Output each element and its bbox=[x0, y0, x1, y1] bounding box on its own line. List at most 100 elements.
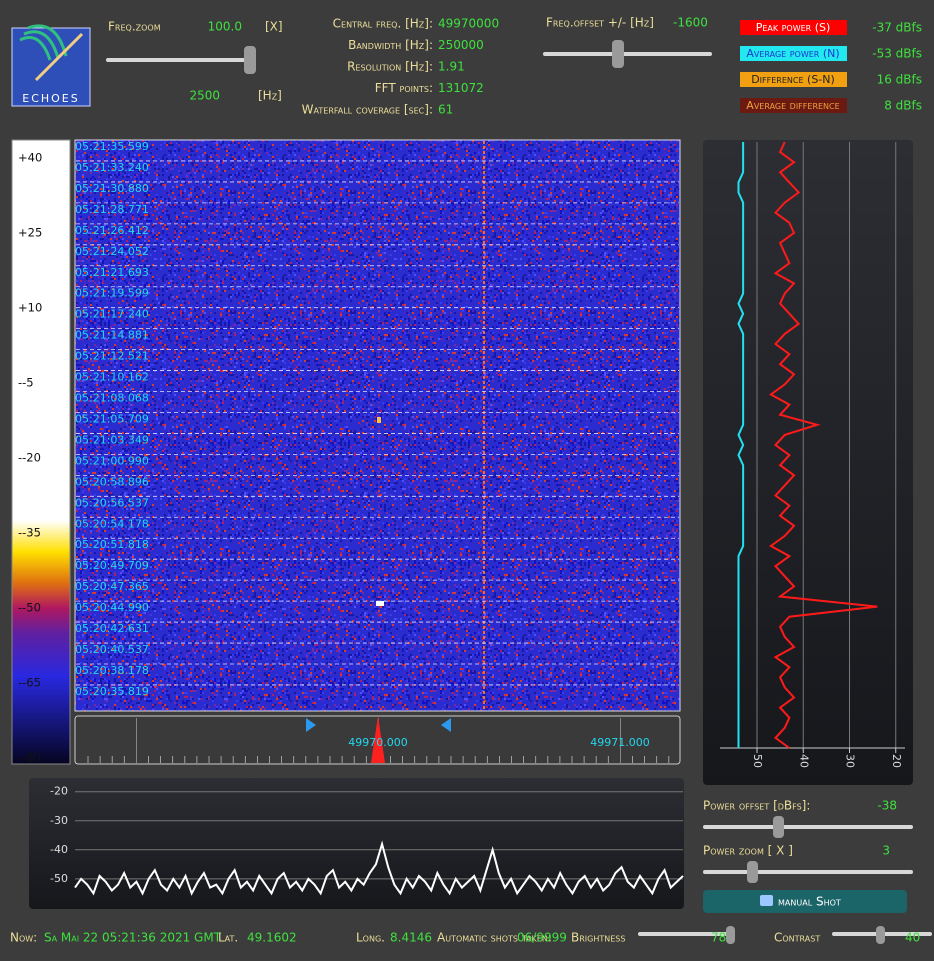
power-panel bbox=[703, 140, 913, 785]
timestamp: 05:21:10.162 bbox=[75, 371, 149, 384]
timestamp: 05:21:17.240 bbox=[75, 308, 149, 321]
now-label: Now: bbox=[10, 931, 37, 945]
timestamp: 05:20:56.537 bbox=[75, 496, 149, 509]
info-value: 131072 bbox=[438, 81, 484, 95]
timestamp: 05:21:28.771 bbox=[75, 203, 149, 216]
logo-text: ECHOES bbox=[22, 92, 80, 105]
timestamp: 05:21:08.068 bbox=[75, 392, 149, 405]
offset-value: -1600 bbox=[673, 16, 708, 30]
slider-track bbox=[543, 52, 712, 56]
data-line bbox=[74, 840, 684, 896]
legend: Peak power (S) -37 dBfs Average power (N) -… bbox=[740, 20, 922, 113]
slider-track bbox=[638, 932, 735, 936]
legend-label: Difference (S-N) bbox=[751, 73, 835, 86]
ruler-label: 49971.000 bbox=[590, 736, 650, 749]
scale-label: +25 bbox=[18, 226, 42, 240]
legend-label: Average difference bbox=[746, 99, 839, 112]
center-marker bbox=[371, 716, 385, 763]
data-line bbox=[737, 142, 745, 748]
slider-thumb[interactable] bbox=[747, 861, 758, 883]
color-scale-labels: +40 +25 +10 --5 --20 --35 --50 --65 --80 bbox=[18, 151, 42, 765]
legend-swatch bbox=[740, 98, 847, 113]
freq-zoom-unit: [X] bbox=[265, 20, 283, 34]
timestamp: 05:20:58.896 bbox=[75, 475, 149, 488]
timestamp: 05:21:30.880 bbox=[75, 182, 149, 195]
timestamp: 05:21:05.709 bbox=[75, 412, 149, 425]
legend-value: 16 dBfs bbox=[877, 73, 922, 87]
data-line bbox=[769, 141, 878, 749]
slider-track bbox=[703, 870, 913, 874]
slider-thumb[interactable] bbox=[876, 926, 885, 944]
y-tick-label: -40 bbox=[50, 843, 68, 856]
info-label: FFT points: bbox=[375, 81, 433, 95]
timestamp: 05:21:12.521 bbox=[75, 350, 149, 363]
waterfall bbox=[74, 139, 681, 712]
contrast-label: Contrast bbox=[774, 931, 820, 945]
info-value: 1.91 bbox=[438, 60, 465, 74]
logo-meteor bbox=[34, 32, 84, 82]
timestamp: 05:20:49.709 bbox=[75, 559, 149, 572]
legend-value: 8 dBfs bbox=[884, 99, 922, 113]
spectrum-chart: -20 -30 -40 -50 bbox=[50, 785, 684, 896]
legend-swatch bbox=[740, 20, 847, 35]
info-value: 61 bbox=[438, 103, 453, 117]
offset-label: Freq.offset +/- [Hz] bbox=[546, 16, 654, 30]
timestamp: 05:20:47.365 bbox=[75, 580, 149, 593]
span-value: 2500 bbox=[189, 89, 220, 103]
timestamp: 05:21:24.052 bbox=[75, 245, 149, 258]
timestamp: 05:21:35.599 bbox=[75, 140, 149, 153]
timestamp: 05:20:35.819 bbox=[75, 685, 149, 698]
ruler-label: 49970.000 bbox=[348, 736, 408, 749]
legend-value: -53 dBfs bbox=[872, 47, 922, 61]
slider-thumb[interactable] bbox=[612, 40, 624, 68]
power-offset-value: -38 bbox=[877, 799, 897, 813]
power-chart: 50 40 30 20 bbox=[720, 141, 905, 768]
scale-label: --80 bbox=[18, 751, 41, 765]
scale-label: --20 bbox=[18, 451, 41, 465]
lat-label: Lat. bbox=[218, 931, 238, 945]
timestamp: 05:20:42.631 bbox=[75, 622, 149, 635]
x-tick-label: 30 bbox=[844, 754, 857, 768]
spectrum-panel bbox=[29, 778, 684, 909]
timestamp: 05:20:40.537 bbox=[75, 643, 149, 656]
timestamp: 05:21:14.881 bbox=[75, 329, 149, 342]
legend-swatch bbox=[740, 72, 847, 87]
long-label: Long. bbox=[356, 931, 385, 945]
lat-value: 49.1602 bbox=[247, 931, 297, 945]
span-unit: [Hz] bbox=[258, 89, 282, 103]
slider-thumb[interactable] bbox=[773, 816, 784, 838]
info-label: Central freq. [Hz]: bbox=[333, 17, 433, 31]
band-marker[interactable] bbox=[306, 718, 316, 732]
scale-label: --65 bbox=[18, 676, 41, 690]
y-tick-label: -50 bbox=[50, 872, 68, 885]
timestamp: 05:20:38.178 bbox=[75, 664, 149, 677]
camera-icon bbox=[760, 895, 773, 906]
timestamp: 05:21:00.990 bbox=[75, 454, 149, 467]
timestamp: 05:21:33.240 bbox=[75, 161, 149, 174]
slider-thumb[interactable] bbox=[726, 926, 735, 944]
timestamp: 05:21:19.599 bbox=[75, 287, 149, 300]
scale-label: +40 bbox=[18, 151, 42, 165]
slider-thumb[interactable] bbox=[244, 46, 256, 74]
shots-label: Automatic shots taken: bbox=[437, 931, 552, 945]
freq-zoom-label: Freq.zoom bbox=[108, 20, 161, 34]
x-tick-label: 20 bbox=[890, 754, 903, 768]
band-marker[interactable] bbox=[441, 718, 451, 732]
y-tick-label: -20 bbox=[50, 785, 68, 798]
power-zoom-value: 3 bbox=[882, 844, 890, 858]
x-tick-label: 50 bbox=[751, 754, 764, 768]
info-value: 49970000 bbox=[438, 17, 499, 31]
info-label: Waterfall coverage [sec]: bbox=[302, 103, 433, 117]
brightness-value: 78 bbox=[711, 931, 726, 945]
timestamp: 05:21:03.349 bbox=[75, 433, 149, 446]
power-zoom-label: Power zoom [ X ] bbox=[703, 844, 793, 858]
manual-shot-button[interactable] bbox=[703, 890, 907, 913]
timestamp: 05:20:54.178 bbox=[75, 517, 149, 530]
waterfall-timestamps: 05:21:35.599 05:21:33.240 05:21:30.880 05:2… bbox=[75, 139, 679, 698]
y-tick-label: -30 bbox=[50, 814, 68, 827]
info-label: Bandwidth [Hz]: bbox=[348, 38, 433, 52]
ruler-ticks bbox=[87, 718, 670, 763]
info-value: 250000 bbox=[438, 38, 484, 52]
info-label: Resolution [Hz]: bbox=[347, 60, 433, 74]
